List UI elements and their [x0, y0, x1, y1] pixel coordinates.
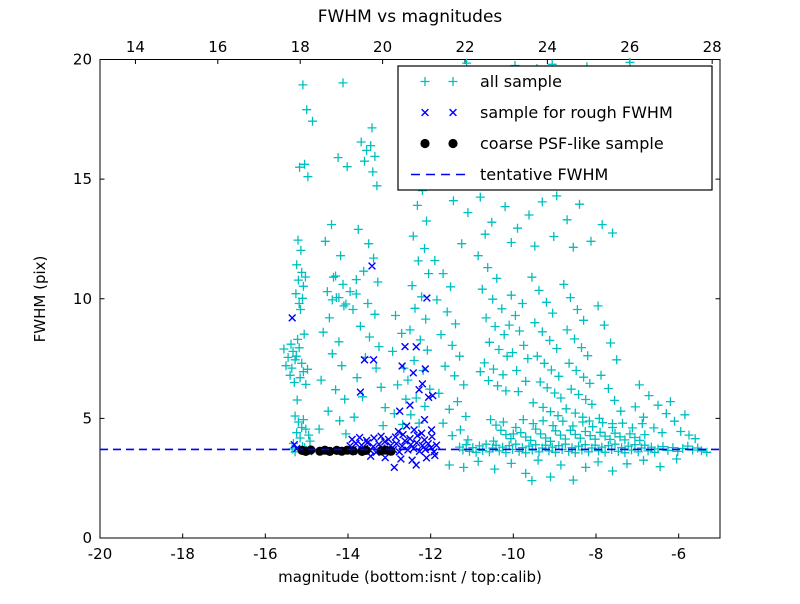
legend-item-label: sample for rough FWHM [480, 103, 673, 122]
legend-item[interactable]: coarse PSF-like sample [420, 134, 664, 153]
psf-like-point [348, 446, 358, 456]
x-top-tick-label: 20 [373, 38, 392, 56]
y-tick-label: 10 [73, 290, 92, 308]
x-top-tick-label: 18 [291, 38, 310, 56]
x-bottom-tick-label: -16 [253, 545, 278, 563]
y-tick-label: 15 [73, 170, 92, 188]
x-bottom-tick-label: -8 [589, 545, 604, 563]
plot-title: FWHM vs magnitudes [318, 7, 503, 27]
y-tick-label: 0 [82, 529, 92, 547]
x-top-tick-label: 22 [455, 38, 474, 56]
y-tick-label: 5 [82, 409, 92, 427]
y-tick-label: 20 [73, 51, 92, 69]
psf-like-point [386, 446, 396, 456]
legend-plus-icon [420, 77, 458, 86]
x-top-tick-label: 16 [208, 38, 227, 56]
legend-item-label: all sample [480, 72, 562, 91]
x-top-tick-label: 28 [703, 38, 722, 56]
x-bottom-tick-label: -18 [170, 545, 195, 563]
y-axis-label: FWHM (pix) [31, 256, 49, 343]
legend-dot-icon [448, 138, 458, 149]
x-bottom-tick-label: -10 [501, 545, 526, 563]
x-bottom-tick-label: -20 [88, 545, 113, 563]
legend-item[interactable]: tentative FWHM [411, 165, 608, 184]
x-bottom-tick-label: -14 [336, 545, 361, 563]
legend-item-label: coarse PSF-like sample [480, 134, 664, 153]
psf-like-point [361, 445, 371, 455]
x-axis-label: magnitude (bottom:isnt / top:calib) [278, 568, 542, 586]
legend-item[interactable]: sample for rough FWHM [421, 103, 673, 122]
legend-x-icon [421, 108, 457, 117]
x-bottom-tick-label: -12 [418, 545, 443, 563]
x-top-tick-label: 26 [620, 38, 639, 56]
legend-item-label: tentative FWHM [480, 165, 608, 184]
legend-item[interactable]: all sample [420, 72, 562, 91]
x-top-tick-label: 24 [538, 38, 557, 56]
x-bottom-tick-label: -6 [671, 545, 686, 563]
x-top-tick-label: 14 [126, 38, 145, 56]
legend-dot-icon [420, 138, 430, 149]
legend-box [397, 65, 713, 191]
